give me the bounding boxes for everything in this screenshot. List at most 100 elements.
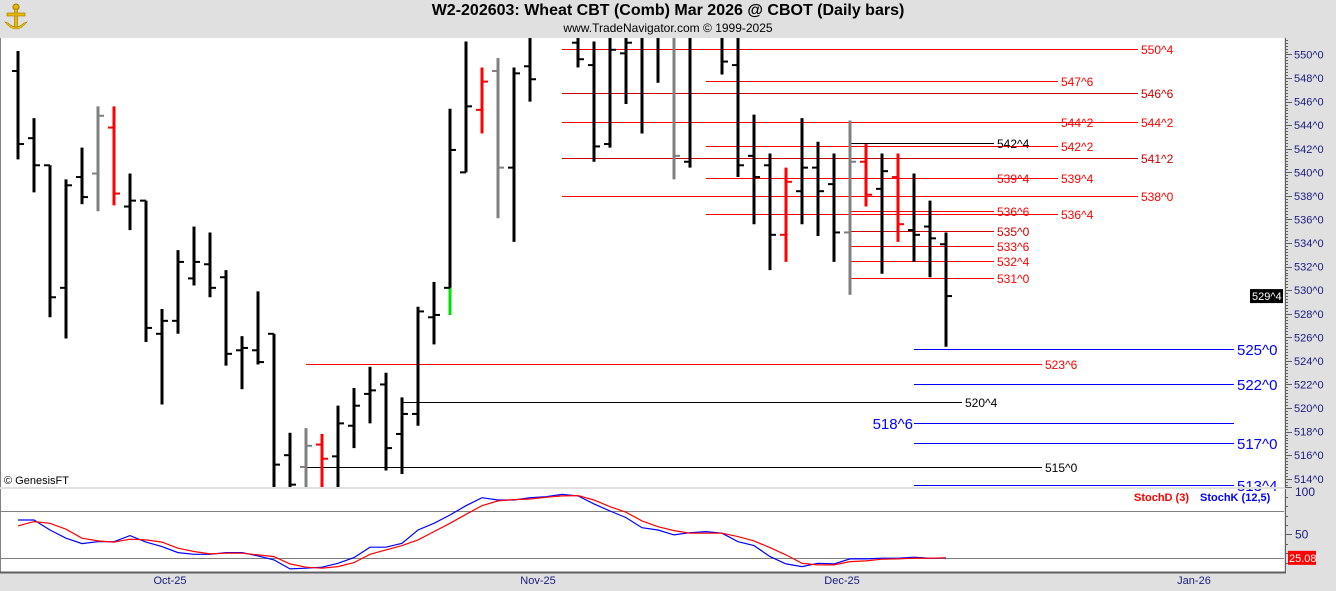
last-price-badge [1250,289,1283,304]
price-bar[interactable] [604,31,616,148]
price-bar[interactable] [236,336,248,390]
price-bar[interactable] [172,250,184,334]
legend-stochk: StochK (12,5) [1200,492,1271,504]
level-label: 547^6 [1061,75,1094,89]
price-bar[interactable] [204,232,216,298]
price-bar[interactable] [732,19,744,178]
price-bar[interactable] [428,281,440,345]
price-bar[interactable] [108,106,120,206]
price-bar[interactable] [812,141,824,236]
price-bar[interactable] [716,19,728,75]
price-axis[interactable]: 550^0 548^0 546^0 544^0 542^0 540^0 538^0 536^0… [1250,38,1336,487]
date-tick-label: Jan-26 [1177,575,1211,587]
panel-divider [0,487,1336,489]
date-tick-label: Oct-25 [153,575,186,587]
chart-subtitle: www.TradeNavigator.com © 1999-2025 [563,21,773,35]
price-tick-label: 516^0 [1294,450,1324,462]
price-tick-label: 538^0 [1294,191,1324,203]
price-bar[interactable] [684,19,696,168]
price-bar[interactable] [444,108,456,315]
price-bar[interactable] [620,25,632,104]
level-label: 550^4 [1141,43,1174,57]
level-label: 522^0 [1237,377,1277,394]
price-bar[interactable] [508,67,520,242]
price-tick-label: 546^0 [1294,97,1324,109]
price-bar[interactable] [124,173,136,231]
level-label: 533^6 [997,240,1030,254]
price-bar[interactable] [188,226,200,286]
price-bar[interactable] [940,232,952,347]
stochk-line[interactable] [18,493,947,570]
price-bar[interactable] [476,67,488,134]
price-bar[interactable] [668,19,680,180]
price-bar[interactable] [380,372,392,471]
price-tick-label: 530^0 [1294,285,1324,297]
price-bar[interactable] [828,153,840,262]
stoch-plot-area[interactable] [0,489,1284,572]
price-bar[interactable] [316,433,328,496]
price-bar[interactable] [396,397,408,475]
price-bar[interactable] [652,19,664,83]
price-tick-label: 522^0 [1294,379,1324,391]
price-bar[interactable] [844,120,856,295]
price-tick-label: 532^0 [1294,262,1324,274]
price-bar[interactable] [348,388,360,449]
gold-anchor-logo-icon [2,2,30,34]
price-bar[interactable] [636,19,648,134]
level-label: 520^4 [965,396,998,410]
price-bar[interactable] [300,428,312,496]
price-tick-label: 548^0 [1294,73,1324,85]
price-bar[interactable] [908,173,920,262]
price-bar[interactable] [524,31,536,102]
price-bar[interactable] [28,118,40,193]
level-label: 539^4 [997,172,1030,186]
level-label: 525^0 [1237,342,1277,359]
price-tick-label: 514^0 [1294,474,1324,486]
level-label: 513^4 [1237,478,1277,495]
stochd-line[interactable] [17,494,947,569]
price-bar[interactable] [572,31,584,68]
price-bar[interactable] [252,291,264,365]
price-bar[interactable] [412,306,424,426]
price-axis-bg [1284,38,1336,487]
price-bar[interactable] [748,114,760,225]
chart-title: W2-202603: Wheat CBT (Comb) Mar 2026 @ C… [431,2,905,19]
price-bar[interactable] [876,153,888,274]
price-bar[interactable] [764,153,776,271]
price-bar[interactable] [284,432,296,497]
legend-stochd: StochD (3) [1134,492,1189,504]
level-label: 539^4 [1061,172,1094,186]
price-tick-label: 536^0 [1294,214,1324,226]
level-label: 523^6 [1045,358,1078,372]
price-bar[interactable] [12,50,24,160]
price-bar[interactable] [156,309,168,405]
price-bar[interactable] [924,200,936,278]
price-bar[interactable] [76,147,88,205]
price-bar[interactable] [92,106,104,212]
price-bar[interactable] [588,41,600,162]
price-tick-label: 540^0 [1294,167,1324,179]
level-label: 535^0 [997,225,1030,239]
price-bar[interactable] [892,153,904,242]
price-bar[interactable] [364,366,376,424]
price-bar[interactable] [860,144,872,207]
stoch-last-value-label: 25.08 [1289,553,1317,565]
price-bar[interactable] [44,164,56,318]
price-tick-label: 524^0 [1294,356,1324,368]
price-bar[interactable] [220,270,232,366]
price-bar[interactable] [140,199,152,343]
price-level-labels: 550^4 547^6 546^6 544^2 544^2 542^4 542^2 541^2… [873,43,1278,495]
price-bar[interactable] [796,118,808,225]
price-bar[interactable] [332,405,344,497]
price-tick-label: 550^0 [1294,49,1324,61]
price-bar[interactable] [492,58,504,219]
price-bar[interactable] [460,41,472,174]
price-tick-label: 526^0 [1294,332,1324,344]
price-bar[interactable] [60,179,72,339]
level-label: 517^0 [1237,436,1277,453]
price-bar[interactable] [780,167,792,262]
last-price-label: 529^4 [1252,291,1282,303]
price-tick-label: 544^0 [1294,120,1324,132]
price-tick-label: 534^0 [1294,238,1324,250]
price-bar[interactable] [268,332,280,497]
